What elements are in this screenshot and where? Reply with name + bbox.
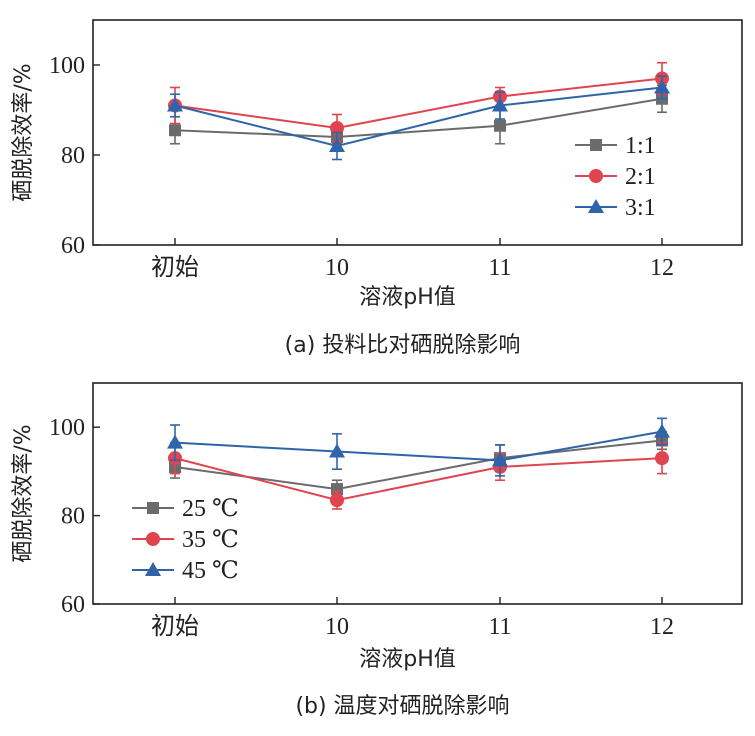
x-tick-label: 10 xyxy=(325,614,349,640)
x-tick-label: 12 xyxy=(650,255,674,281)
series-line xyxy=(174,430,663,462)
legend-marker xyxy=(588,199,604,213)
data-point xyxy=(654,79,670,94)
series-line xyxy=(174,97,663,139)
y-axis-title: 硒脱除效率/% xyxy=(11,63,36,201)
data-point xyxy=(492,452,508,467)
x-tick-label: 初始 xyxy=(151,613,199,640)
legend-label: 45 ℃ xyxy=(182,558,239,584)
x-tick-label: 初始 xyxy=(151,254,199,281)
chart-panel-a: 60 80 100 初始 10 11 12 溶液pH值 硒脱除效率/% (a) 投料比对硒脱除影响… xyxy=(11,19,743,358)
data-point xyxy=(654,423,670,438)
plot-frame xyxy=(92,382,743,605)
y-tick-label: 100 xyxy=(49,53,85,79)
y-tick-label: 100 xyxy=(49,415,85,441)
series-line xyxy=(174,86,663,148)
data-point xyxy=(167,434,183,449)
series-line xyxy=(174,439,663,491)
series-line xyxy=(174,457,663,502)
series-0: 25 ℃ xyxy=(132,430,668,522)
legend-marker xyxy=(145,562,161,576)
series-2: 45 ℃ xyxy=(132,417,670,584)
legend-marker xyxy=(589,169,603,183)
series-2: 3:1 xyxy=(167,75,670,221)
x-axis-title: 溶液pH值 xyxy=(359,647,456,672)
series-line xyxy=(174,77,663,130)
legend-marker xyxy=(146,532,160,546)
data-point xyxy=(329,138,345,152)
legend-marker xyxy=(147,502,159,514)
figure-caption: (a) 投料比对硒脱除影响 xyxy=(285,333,521,358)
data-point xyxy=(169,124,181,137)
data-point xyxy=(492,97,508,112)
legend-label: 25 ℃ xyxy=(182,496,239,522)
y-tick-label: 60 xyxy=(61,592,85,618)
legend-label: 35 ℃ xyxy=(182,527,239,553)
x-axis-title: 溶液pH值 xyxy=(359,285,456,310)
legend-label: 2:1 xyxy=(625,164,656,190)
legend-label: 3:1 xyxy=(625,195,656,221)
x-tick-label: 12 xyxy=(650,614,674,640)
plot-frame xyxy=(92,19,743,246)
data-point xyxy=(167,97,183,112)
data-point xyxy=(494,119,506,132)
legend-label: 1:1 xyxy=(625,133,656,159)
y-tick-label: 80 xyxy=(61,504,85,530)
y-tick-label: 80 xyxy=(61,143,85,169)
x-tick-label: 11 xyxy=(488,614,511,640)
data-point xyxy=(330,493,344,508)
y-tick-label: 60 xyxy=(61,233,85,259)
chart-panel-b: 60 80 100 初始 10 11 12 溶液pH值 硒脱除效率/% (b) 温度对硒脱除影响 2… xyxy=(11,382,743,719)
series-1: 35 ℃ xyxy=(132,441,669,553)
data-point xyxy=(329,443,345,458)
data-point xyxy=(655,451,669,466)
data-point xyxy=(330,121,344,135)
x-tick-label: 11 xyxy=(488,255,511,281)
y-axis-title: 硒脱除效率/% xyxy=(11,424,36,562)
legend-marker xyxy=(590,139,602,151)
x-tick-label: 10 xyxy=(325,255,349,281)
figure-caption: (b) 温度对硒脱除影响 xyxy=(295,694,509,719)
